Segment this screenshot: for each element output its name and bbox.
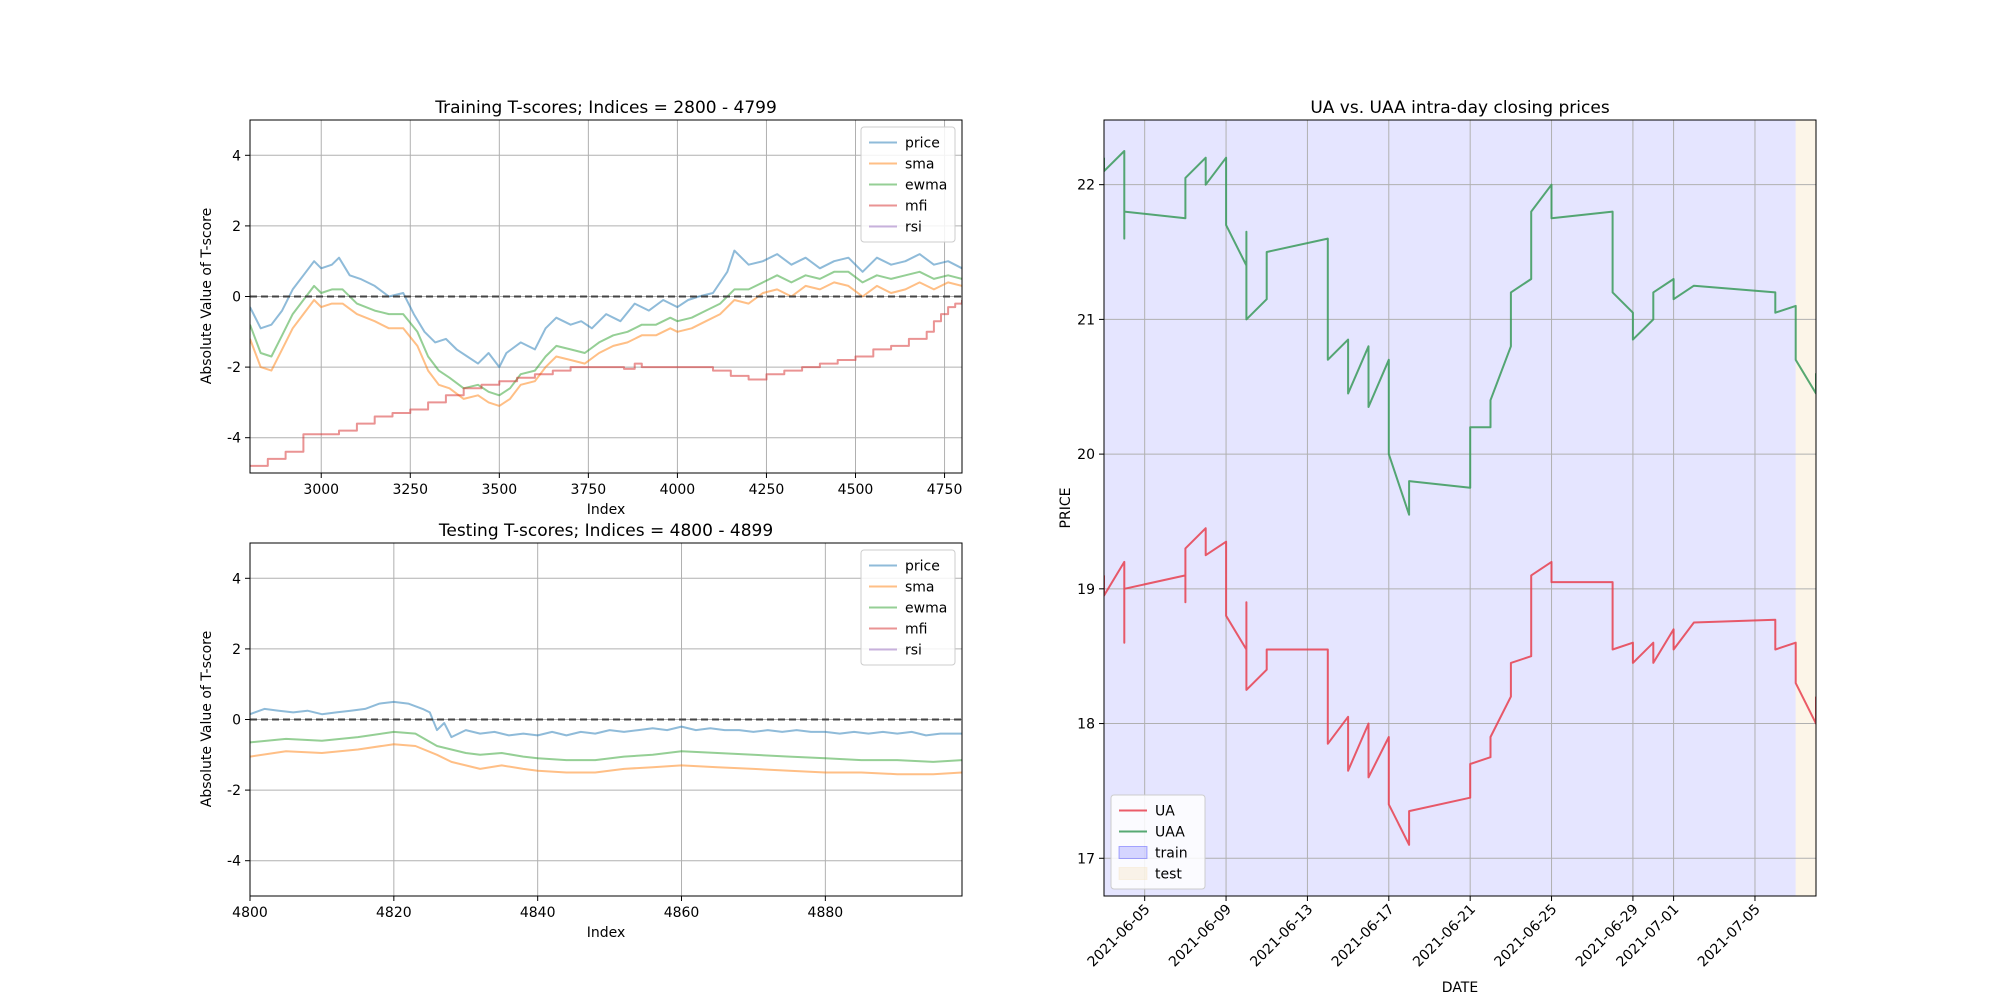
legend-label: price	[905, 559, 940, 575]
y-tick-label: 2	[232, 219, 241, 235]
legend-label: ewma	[905, 178, 947, 194]
x-tick-label: 4800	[232, 905, 268, 921]
x-axis-label: Index	[587, 502, 626, 518]
x-tick-label: 2021-07-05	[1695, 902, 1764, 971]
x-tick-label: 2021-06-21	[1410, 902, 1479, 971]
y-tick-label: 18	[1077, 717, 1095, 733]
x-tick-label: 2021-06-09	[1166, 902, 1235, 971]
x-tick-label: 2021-06-25	[1492, 902, 1561, 971]
legend-box	[860, 126, 956, 243]
x-tick-label: 4750	[927, 482, 963, 498]
x-tick-label: 4840	[520, 905, 556, 921]
legend-label: sma	[905, 580, 935, 596]
x-axis-label: Index	[587, 925, 626, 941]
legend-label: price	[905, 136, 940, 152]
legend-label: UAA	[1155, 825, 1185, 841]
y-tick-label: -4	[227, 854, 241, 870]
x-axis-label: DATE	[1442, 980, 1478, 996]
training-chart: 3000 3250 3500 3750 4000 4250 4500 4750-4-2024 …	[199, 98, 963, 518]
y-axis-label: Absolute Value of T-score	[199, 631, 215, 807]
y-tick-label: 4	[232, 571, 241, 587]
train-span	[1104, 120, 1796, 896]
legend-label: ewma	[905, 601, 947, 617]
y-tick-label: 17	[1077, 851, 1095, 867]
plot-frame	[1103, 119, 1817, 897]
legend-label: rsi	[905, 643, 922, 659]
series-sma-line	[250, 281, 962, 407]
x-tick-label: 4860	[664, 905, 700, 921]
y-tick-label: -2	[227, 360, 241, 376]
series-ewma-line	[250, 270, 962, 397]
x-tick-label: 3250	[392, 482, 428, 498]
x-tick-label: 4250	[749, 482, 785, 498]
testing-chart: 4800 4820 4840 4860 4880 -4 -2 0 2 4 Testing T-sc…	[199, 521, 963, 941]
plot-area	[1104, 120, 1816, 896]
legend-box	[1110, 794, 1206, 890]
series-UAA-line	[1104, 150, 1816, 516]
y-tick-label: 0	[232, 713, 241, 729]
series-mfi-line	[250, 300, 962, 467]
price-chart: 2021-06-05 2021-06-09 2021-06-13 2021-06-17…	[1058, 98, 1817, 996]
legend-label: train	[1155, 846, 1188, 862]
legend-label: sma	[905, 157, 935, 173]
y-tick-label: 19	[1077, 582, 1095, 598]
x-tick-label: 3750	[571, 482, 607, 498]
y-tick-label: 2	[232, 642, 241, 658]
x-tick-label: 3500	[482, 482, 518, 498]
legend-label: rsi	[905, 220, 922, 236]
x-tick-label: 4880	[808, 905, 844, 921]
x-tick-label: 2021-06-17	[1329, 902, 1398, 971]
y-tick-label: 20	[1077, 447, 1095, 463]
chart-title: UA vs. UAA intra-day closing prices	[1310, 98, 1609, 118]
series-price-line	[250, 249, 962, 369]
x-tick-label: 2021-06-13	[1247, 902, 1316, 971]
y-tick-label: -4	[227, 431, 241, 447]
series-price-line	[250, 700, 962, 739]
y-tick-label: 22	[1077, 178, 1095, 194]
y-axis-label: PRICE	[1058, 488, 1074, 529]
chart-title: Training T-scores; Indices = 2800 - 4799	[434, 98, 777, 118]
series-sma-line	[250, 743, 962, 776]
series-UA-line	[1104, 527, 1816, 846]
test-span	[1795, 120, 1816, 896]
y-tick-label: 0	[232, 290, 241, 306]
y-tick-label: 4	[232, 148, 241, 164]
legend-label: UA	[1155, 804, 1175, 820]
x-tick-label: 3000	[303, 482, 339, 498]
chart-title: Testing T-scores; Indices = 4800 - 4899	[438, 521, 773, 541]
y-axis-label: Absolute Value of T-score	[199, 208, 215, 384]
x-tick-label: 4000	[660, 482, 696, 498]
x-tick-label: 4820	[376, 905, 412, 921]
y-tick-label: 21	[1077, 312, 1095, 328]
legend-box	[860, 549, 956, 666]
series-ewma-line	[250, 730, 962, 763]
x-tick-label: 4500	[838, 482, 874, 498]
legend-label: mfi	[905, 622, 927, 638]
legend-label: test	[1155, 867, 1182, 883]
legend-swatch	[1118, 846, 1148, 859]
legend-swatch	[1118, 867, 1148, 880]
y-tick-label: -2	[227, 783, 241, 799]
legend-label: mfi	[905, 199, 927, 215]
x-tick-label: 2021-06-05	[1085, 902, 1154, 971]
